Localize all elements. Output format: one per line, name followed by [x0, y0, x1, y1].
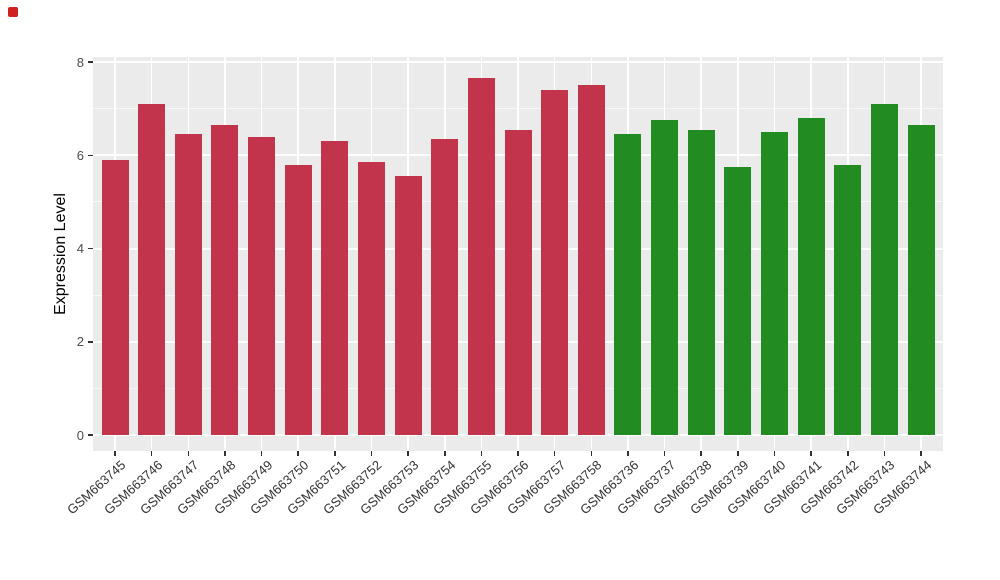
y-tick-0 — [88, 434, 93, 436]
bar-GSM663755 — [467, 78, 495, 435]
bar-GSM663736 — [614, 134, 642, 435]
x-tick-GSM663737 — [663, 451, 666, 456]
bar-GSM663747 — [174, 134, 202, 435]
bar-GSM663743 — [870, 103, 898, 435]
bar-GSM663746 — [138, 103, 166, 435]
x-tick-GSM663742 — [847, 451, 849, 456]
x-tick-GSM663739 — [737, 451, 739, 456]
bar-GSM663756 — [504, 129, 532, 435]
x-tick-GSM663755 — [480, 451, 483, 456]
x-tick-GSM663744 — [920, 451, 922, 456]
bar-GSM663750 — [284, 164, 312, 435]
y-tick-label-4: 4 — [76, 241, 84, 256]
x-tick-GSM663749 — [260, 451, 263, 456]
x-tick-GSM663747 — [187, 451, 190, 456]
y-tick-8 — [88, 61, 93, 63]
y-tick-4 — [88, 247, 93, 250]
x-tick-GSM663756 — [517, 451, 519, 456]
y-tick-label-0: 0 — [76, 427, 84, 443]
y-tick-label-2: 2 — [76, 334, 84, 350]
x-tick-GSM663736 — [627, 451, 629, 456]
x-tick-GSM663745 — [114, 451, 116, 456]
x-tick-GSM663746 — [150, 451, 153, 456]
x-tick-GSM663753 — [407, 451, 409, 456]
x-tick-GSM663758 — [590, 451, 593, 456]
x-tick-GSM663757 — [553, 451, 556, 456]
x-tick-GSM663738 — [700, 451, 702, 456]
bar-GSM663737 — [651, 120, 679, 435]
y-tick-label-6: 6 — [76, 147, 84, 163]
y-tick-6 — [88, 154, 93, 156]
bar-GSM663740 — [761, 131, 789, 435]
bar-GSM663758 — [577, 85, 605, 435]
x-tick-GSM663741 — [810, 451, 812, 456]
bar-GSM663749 — [248, 136, 276, 435]
x-tick-GSM663750 — [297, 451, 299, 456]
bar-GSM663739 — [724, 166, 752, 435]
plot-panel — [93, 57, 943, 451]
bar-GSM663748 — [211, 124, 239, 435]
x-tick-GSM663754 — [444, 451, 446, 456]
red-corner-marker — [8, 7, 18, 17]
x-tick-GSM663752 — [370, 451, 373, 456]
bar-GSM663741 — [797, 117, 825, 435]
x-tick-GSM663751 — [334, 451, 336, 456]
bar-GSM663738 — [687, 129, 715, 435]
x-tick-GSM663748 — [224, 451, 226, 456]
y-tick-label-8: 8 — [76, 54, 84, 70]
bar-GSM663744 — [907, 124, 935, 435]
x-tick-GSM663743 — [883, 451, 886, 456]
bar-GSM663757 — [541, 89, 569, 435]
bar-GSM663745 — [101, 159, 129, 435]
y-tick-2 — [88, 341, 93, 343]
bar-GSM663742 — [834, 164, 862, 435]
bar-GSM663754 — [431, 138, 459, 435]
bar-GSM663752 — [357, 162, 385, 435]
bar-GSM663753 — [394, 176, 422, 435]
bar-GSM663751 — [321, 141, 349, 435]
x-tick-GSM663740 — [773, 451, 776, 456]
